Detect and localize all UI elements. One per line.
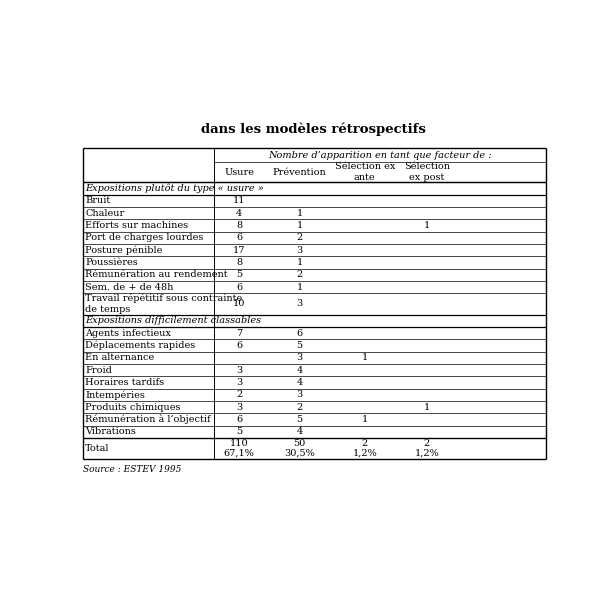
Text: 10: 10 bbox=[233, 299, 245, 308]
Text: 6: 6 bbox=[236, 283, 242, 292]
Text: Rémunération au rendement: Rémunération au rendement bbox=[85, 270, 228, 279]
Text: 1,2%: 1,2% bbox=[353, 449, 377, 458]
Text: Total: Total bbox=[85, 444, 110, 453]
Text: Expositions plutôt du type « usure »: Expositions plutôt du type « usure » bbox=[85, 184, 264, 193]
Text: 1: 1 bbox=[362, 415, 368, 424]
Text: 3: 3 bbox=[236, 378, 242, 387]
Text: 3: 3 bbox=[236, 403, 242, 412]
Text: 2: 2 bbox=[236, 390, 242, 399]
Text: Horaires tardifs: Horaires tardifs bbox=[85, 378, 164, 387]
Text: 110: 110 bbox=[230, 439, 248, 448]
Text: Produits chimiques: Produits chimiques bbox=[85, 403, 181, 412]
Text: En alternance: En alternance bbox=[85, 353, 154, 362]
Text: 4: 4 bbox=[297, 366, 303, 375]
Text: Usure: Usure bbox=[224, 168, 254, 177]
Text: Agents infectieux: Agents infectieux bbox=[85, 328, 171, 338]
Text: Froid: Froid bbox=[85, 366, 112, 375]
Text: 2: 2 bbox=[362, 439, 368, 448]
Text: 1: 1 bbox=[424, 403, 430, 412]
Text: 17: 17 bbox=[233, 246, 245, 255]
Text: dans les modèles rétrospectifs: dans les modèles rétrospectifs bbox=[201, 123, 426, 136]
Text: 8: 8 bbox=[236, 258, 242, 267]
Text: 67,1%: 67,1% bbox=[224, 449, 255, 458]
Text: 1: 1 bbox=[362, 353, 368, 362]
Text: 4: 4 bbox=[297, 427, 303, 436]
Text: 3: 3 bbox=[297, 390, 303, 399]
Text: Chaleur: Chaleur bbox=[85, 209, 124, 218]
Text: Rémunération à l’objectif: Rémunération à l’objectif bbox=[85, 415, 211, 424]
Text: 3: 3 bbox=[297, 299, 303, 308]
Text: 5: 5 bbox=[297, 415, 303, 424]
Text: 2: 2 bbox=[424, 439, 430, 448]
Text: 4: 4 bbox=[236, 209, 242, 218]
Text: Bruit: Bruit bbox=[85, 196, 110, 205]
Text: 1: 1 bbox=[297, 258, 303, 267]
Text: 5: 5 bbox=[297, 341, 303, 350]
Text: Sélection
ex post: Sélection ex post bbox=[404, 162, 450, 182]
Text: 5: 5 bbox=[236, 427, 242, 436]
Text: 2: 2 bbox=[297, 403, 303, 412]
Text: 5: 5 bbox=[236, 270, 242, 279]
Text: Port de charges lourdes: Port de charges lourdes bbox=[85, 233, 203, 242]
Text: Déplacements rapides: Déplacements rapides bbox=[85, 341, 195, 350]
Text: 3: 3 bbox=[297, 246, 303, 255]
Text: Intempéries: Intempéries bbox=[85, 390, 145, 400]
Text: Prévention: Prévention bbox=[273, 168, 327, 177]
Text: 1: 1 bbox=[297, 283, 303, 292]
Text: 1,2%: 1,2% bbox=[414, 449, 439, 458]
Text: Efforts sur machines: Efforts sur machines bbox=[85, 221, 188, 230]
Text: 2: 2 bbox=[297, 233, 303, 242]
Text: 7: 7 bbox=[236, 328, 242, 338]
Text: Sem. de + de 48h: Sem. de + de 48h bbox=[85, 283, 173, 292]
Text: 6: 6 bbox=[236, 233, 242, 242]
Text: 6: 6 bbox=[297, 328, 303, 338]
Text: Nombre d’apparition en tant que facteur de :: Nombre d’apparition en tant que facteur … bbox=[269, 151, 492, 160]
Text: Vibrations: Vibrations bbox=[85, 427, 136, 436]
Text: 1: 1 bbox=[424, 221, 430, 230]
Text: Source : ESTEV 1995: Source : ESTEV 1995 bbox=[83, 465, 181, 474]
Text: Travail répétitif sous contrainte
de temps: Travail répétitif sous contrainte de tem… bbox=[85, 294, 242, 314]
Text: 1: 1 bbox=[297, 209, 303, 218]
Text: 50: 50 bbox=[294, 439, 306, 448]
Text: 30,5%: 30,5% bbox=[285, 449, 315, 458]
Text: 6: 6 bbox=[236, 341, 242, 350]
Text: 3: 3 bbox=[236, 366, 242, 375]
Text: 11: 11 bbox=[233, 196, 245, 205]
Text: 1: 1 bbox=[297, 221, 303, 230]
Text: 3: 3 bbox=[297, 353, 303, 362]
Text: 6: 6 bbox=[236, 415, 242, 424]
Text: Posture pénible: Posture pénible bbox=[85, 245, 162, 255]
Text: 4: 4 bbox=[297, 378, 303, 387]
Text: Poussières: Poussières bbox=[85, 258, 138, 267]
Text: 2: 2 bbox=[297, 270, 303, 279]
Text: Sélection ex
ante: Sélection ex ante bbox=[335, 162, 395, 182]
Text: 8: 8 bbox=[236, 221, 242, 230]
Text: Expositions difficilement classables: Expositions difficilement classables bbox=[85, 317, 261, 325]
